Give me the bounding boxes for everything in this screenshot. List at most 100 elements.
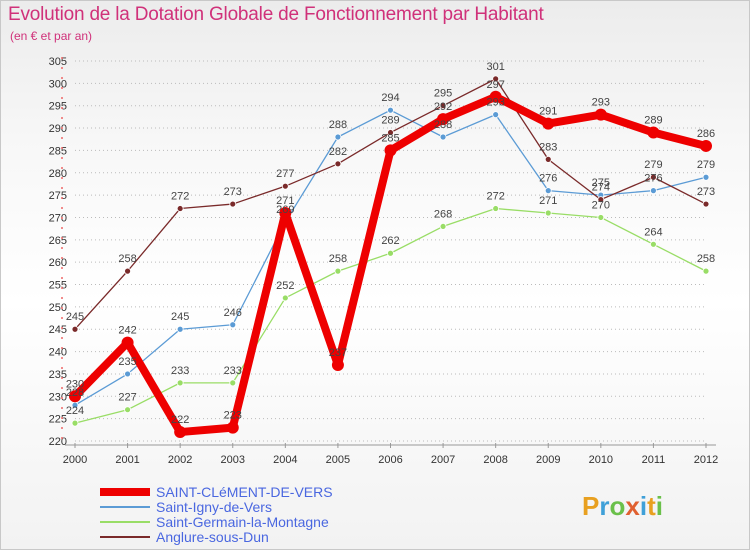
legend-label: Saint-Germain-la-Montagne xyxy=(156,514,329,530)
data-label: 282 xyxy=(329,146,347,158)
data-label: 285 xyxy=(381,132,399,144)
data-label: 277 xyxy=(276,168,294,180)
x-tick-label: 2003 xyxy=(221,454,245,466)
data-point xyxy=(176,205,184,212)
data-label: 224 xyxy=(66,405,84,417)
data-label: 275 xyxy=(592,177,610,189)
data-label: 258 xyxy=(329,253,347,265)
data-label: 276 xyxy=(539,173,557,185)
data-label: 237 xyxy=(329,347,347,359)
y-tick-label: 270 xyxy=(49,212,67,224)
svg-text:Proxiti: Proxiti xyxy=(582,491,663,521)
data-label: 273 xyxy=(224,186,242,198)
data-point xyxy=(492,111,500,119)
data-label: 246 xyxy=(224,307,242,319)
data-label: 245 xyxy=(66,311,84,323)
data-label: 223 xyxy=(224,410,242,422)
data-label: 270 xyxy=(592,199,610,211)
x-tick-label: 2001 xyxy=(115,454,139,466)
data-label: 293 xyxy=(486,97,504,109)
data-label: 262 xyxy=(381,235,399,247)
data-label: 245 xyxy=(171,311,189,323)
data-label: 222 xyxy=(171,414,189,426)
data-label: 288 xyxy=(434,119,452,131)
data-point xyxy=(439,133,447,141)
data-label: 242 xyxy=(118,325,136,337)
y-tick-label: 240 xyxy=(49,347,67,359)
y-tick-label: 305 xyxy=(49,56,67,68)
y-tick-label: 260 xyxy=(49,257,67,269)
data-point xyxy=(279,207,292,219)
x-tick-label: 2000 xyxy=(63,454,87,466)
data-point xyxy=(387,129,394,136)
data-label: 273 xyxy=(697,186,715,198)
data-point xyxy=(544,187,552,195)
data-point xyxy=(334,160,342,168)
data-point xyxy=(650,187,657,195)
data-point xyxy=(176,379,184,387)
data-label: 297 xyxy=(486,79,504,91)
chart-title: Evolution de la Dotation Globale de Fonc… xyxy=(8,4,544,25)
x-tick-label: 2006 xyxy=(378,454,402,466)
data-point xyxy=(226,421,239,434)
data-point xyxy=(437,113,450,126)
x-tick-label: 2004 xyxy=(273,454,297,466)
data-label: 301 xyxy=(486,61,504,73)
data-label: 274 xyxy=(592,182,610,194)
data-label: 286 xyxy=(697,128,715,140)
logo-letter: i xyxy=(640,491,647,521)
data-point xyxy=(384,144,397,157)
data-point xyxy=(331,359,344,371)
chart-subtitle: (en € et par an) xyxy=(10,29,93,43)
data-point xyxy=(281,294,289,302)
data-label: 233 xyxy=(171,365,189,377)
data-label: 289 xyxy=(381,115,399,127)
data-point xyxy=(174,426,187,439)
data-point xyxy=(281,182,289,190)
x-tick-label: 2011 xyxy=(642,454,666,466)
data-point xyxy=(489,90,502,103)
data-point xyxy=(387,106,394,114)
data-point xyxy=(597,196,605,203)
data-label: 292 xyxy=(434,101,452,113)
data-point xyxy=(647,126,660,139)
data-label: 279 xyxy=(644,159,662,171)
data-label: 264 xyxy=(644,226,662,238)
legend-label: Anglure-sous-Dun xyxy=(156,529,269,545)
data-label: 272 xyxy=(171,191,189,203)
data-point xyxy=(492,205,500,212)
data-label: 268 xyxy=(434,208,452,220)
data-point xyxy=(176,325,184,333)
data-point xyxy=(334,267,342,275)
data-label: 235 xyxy=(118,356,136,368)
y-tick-label: 300 xyxy=(49,78,67,90)
axes: 2202252302352402452502552602652702752802… xyxy=(49,56,719,466)
series-group: 228 235 245 246 269 288 294 288 293 276 275 276 279 2… xyxy=(66,61,715,439)
data-label: 258 xyxy=(697,253,715,265)
data-label: 271 xyxy=(276,195,294,207)
y-tick-label: 295 xyxy=(49,101,67,113)
logo-letter: r xyxy=(599,491,609,521)
data-label: 271 xyxy=(539,195,557,207)
data-label: 228 xyxy=(66,387,84,399)
y-tick-label: 280 xyxy=(49,168,67,180)
data-label: 283 xyxy=(539,141,557,153)
y-tick-label: 255 xyxy=(49,280,67,292)
data-point xyxy=(229,200,237,208)
logo-letter: t xyxy=(647,491,656,521)
data-point xyxy=(650,240,657,248)
data-label: 293 xyxy=(592,97,610,109)
data-point xyxy=(702,200,710,208)
proxiti-logo: Proxiti xyxy=(582,491,663,521)
data-point xyxy=(542,117,555,130)
data-point xyxy=(597,214,605,221)
data-label: 279 xyxy=(697,159,715,171)
data-label: 233 xyxy=(224,365,242,377)
logo-letter: i xyxy=(656,491,663,521)
logo-letter: P xyxy=(582,491,599,521)
data-point xyxy=(71,325,79,333)
logo-letter: x xyxy=(625,491,640,521)
logo-letter: o xyxy=(609,491,625,521)
y-tick-label: 225 xyxy=(49,414,67,426)
